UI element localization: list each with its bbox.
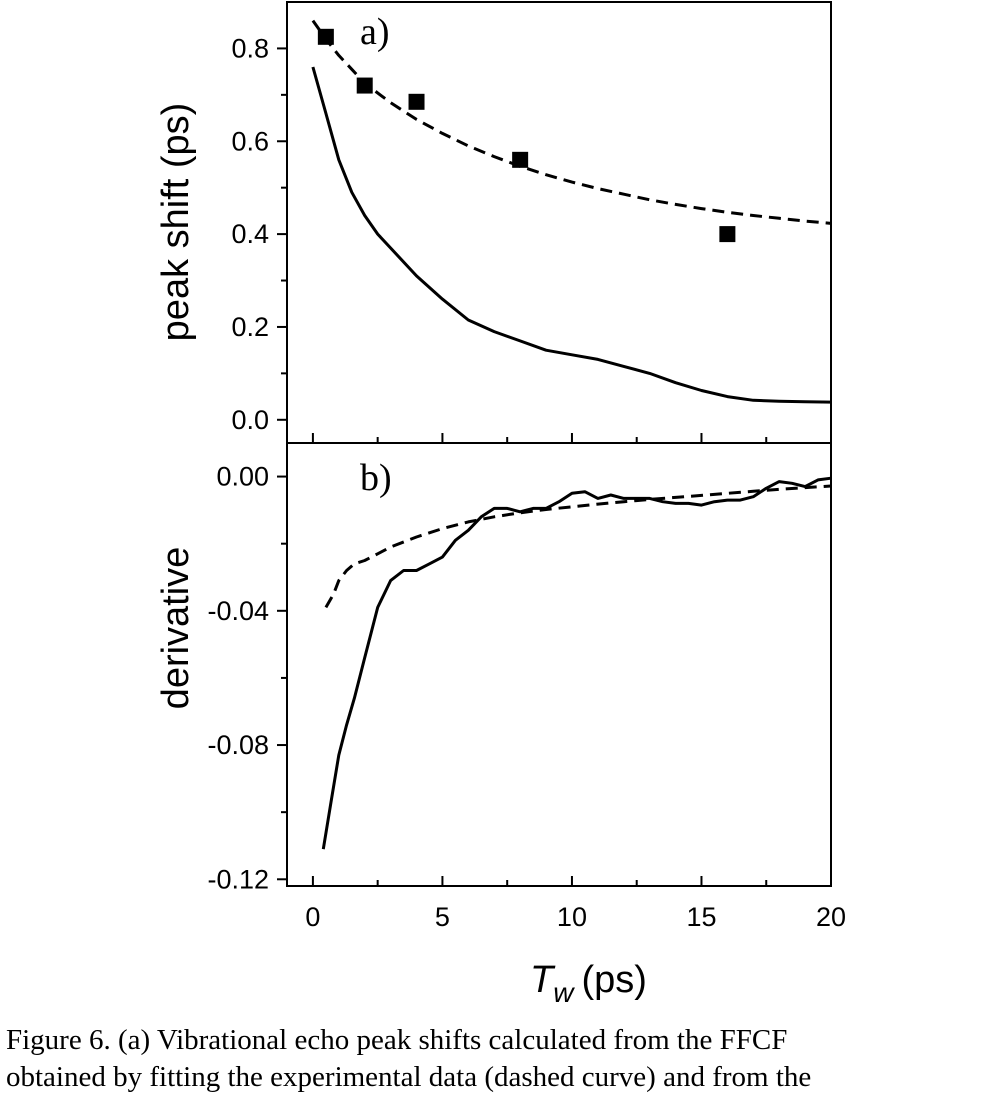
panel-a-data-point [719, 226, 736, 243]
panel-a-y-tick-label: 0.6 [231, 126, 269, 156]
x-tick-label: 5 [435, 902, 450, 932]
x-axis-title: Tw (ps) [530, 959, 647, 1008]
panel-b-y-tick-label: -0.12 [207, 864, 269, 894]
caption-line-2: obtained by fitting the experimental dat… [6, 1061, 812, 1093]
x-axis-title-symbol: T [530, 959, 556, 1001]
panel-a-y-tick-label: 0.0 [231, 405, 269, 435]
caption-line-1: Figure 6. (a) Vibrational echo peak shif… [6, 1024, 788, 1056]
panel-b-dashed-curve [324, 484, 832, 609]
x-tick-label: 20 [816, 902, 846, 932]
panel-a-y-tick-label: 0.8 [231, 33, 269, 63]
panel-a-label: a) [360, 11, 390, 53]
panel-b-solid-curve [321, 476, 832, 850]
figure-caption: Figure 6. (a) Vibrational echo peak shif… [6, 1022, 996, 1096]
x-tick-label: 15 [686, 902, 716, 932]
tick-labels: 0.0 0.2 0.4 0.6 0.8 0.00 -0.04 -0.08 -0.12 0 5 10 15… [207, 33, 846, 932]
panel-b-label: b) [360, 457, 392, 499]
panel-a-y-tick-label: 0.2 [231, 312, 269, 342]
x-axis-title-subscript: w [553, 977, 575, 1008]
figure-two-panel-plot: 0.0 0.2 0.4 0.6 0.8 0.00 -0.04 -0.08 -0.12 0 5 10 15… [155, 1, 846, 1008]
panel-a-data-point [356, 77, 373, 94]
panel-b-y-tick-label: 0.00 [216, 462, 269, 492]
panel-a-data-point [408, 93, 425, 110]
panel-b-y-tick-label: -0.08 [207, 730, 269, 760]
panel-a-dashed-curve [311, 19, 832, 225]
panel-a-y-axis-title: peak shift (ps) [155, 103, 197, 342]
data-series [311, 19, 832, 850]
x-axis-title-unit: (ps) [581, 959, 646, 1001]
x-tick-label: 10 [557, 902, 587, 932]
x-tick-label: 0 [305, 902, 320, 932]
panel-a-data-point [512, 151, 529, 168]
panel-b-frame [286, 442, 832, 887]
panel-b-y-axis-title: derivative [155, 547, 197, 710]
panel-a-solid-curve [311, 66, 832, 404]
panel-a-data-point [317, 28, 334, 45]
panel-a-y-tick-label: 0.4 [231, 219, 269, 249]
panel-b-y-tick-label: -0.04 [207, 596, 269, 626]
axis-ticks [277, 47, 832, 886]
